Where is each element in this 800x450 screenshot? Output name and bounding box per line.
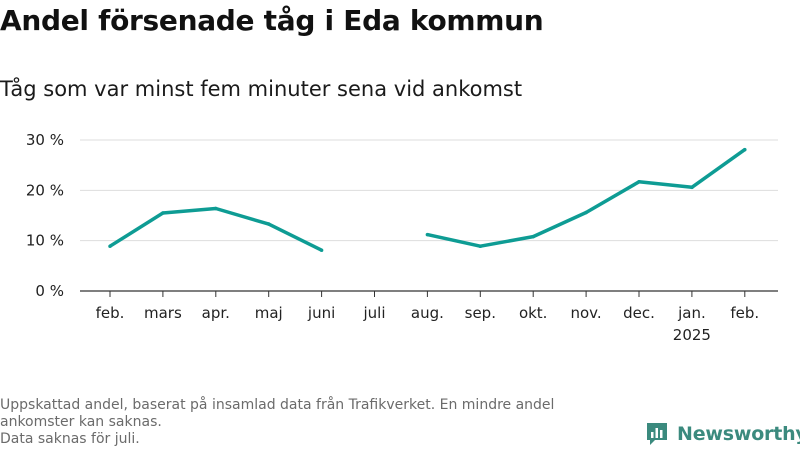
data-point	[108, 244, 112, 248]
data-point	[319, 248, 324, 252]
x-axis-ticks: feb. mars apr. maj juni juli aug. sep. okt. nov. d…	[96, 291, 759, 344]
data-point	[214, 206, 218, 211]
data-point	[161, 211, 165, 215]
chart-subtitle: Tåg som var minst fem minuter sena vid a…	[0, 77, 523, 101]
line-chart: 0 % 10 % 20 % 30 % feb. mars apr. maj juni juli a…	[26, 131, 778, 344]
data-point	[478, 244, 483, 248]
data-point	[743, 147, 747, 152]
data-point	[531, 234, 535, 239]
y-tick-label: 0 %	[35, 282, 64, 300]
x-tick-label: nov.	[571, 304, 602, 322]
x-tick-label: feb.	[96, 304, 125, 322]
data-point	[266, 222, 271, 226]
x-tick-label: okt.	[519, 304, 548, 322]
x-tick-label: jan.	[677, 304, 706, 322]
series-line-segment	[427, 148, 746, 248]
data-point	[425, 232, 430, 237]
y-tick-label: 20 %	[26, 181, 64, 199]
series-line-layer	[108, 147, 747, 252]
x-tick-label: sep.	[465, 304, 496, 322]
x-tick-label: maj	[255, 304, 283, 322]
bar-chart-logo-icon	[647, 423, 667, 445]
newsworthy-logo[interactable]: Newsworthy	[645, 421, 800, 447]
x-tick-label: juni	[307, 304, 335, 322]
series-line-segment	[109, 206, 323, 252]
footnote-line-3: Data saknas för juli.	[0, 431, 140, 447]
y-tick-label: 30 %	[26, 131, 64, 149]
brand-name: Newsworthy	[677, 423, 800, 445]
data-point	[690, 185, 694, 190]
x-tick-label: feb.	[730, 304, 759, 322]
footnote-line-1: Uppskattad andel, baserat på insamlad da…	[0, 397, 555, 413]
data-point	[637, 180, 641, 184]
footnote: Uppskattad andel, baserat på insamlad da…	[0, 397, 630, 448]
x-tick-label: dec.	[623, 304, 655, 322]
y-tick-label: 10 %	[26, 232, 64, 250]
chart-title: Andel försenade tåg i Eda kommun	[0, 4, 544, 37]
x-tick-label: apr.	[202, 304, 230, 322]
data-point	[584, 210, 588, 215]
footnote-line-2: ankomster kan saknas.	[0, 414, 162, 430]
x-tick-label: mars	[144, 304, 182, 322]
x-year-label: 2025	[673, 326, 711, 344]
x-tick-label: juli	[362, 304, 385, 322]
grid-layer	[80, 139, 778, 292]
y-axis-ticks: 0 % 10 % 20 % 30 %	[26, 131, 64, 300]
x-tick-label: aug.	[411, 304, 444, 322]
